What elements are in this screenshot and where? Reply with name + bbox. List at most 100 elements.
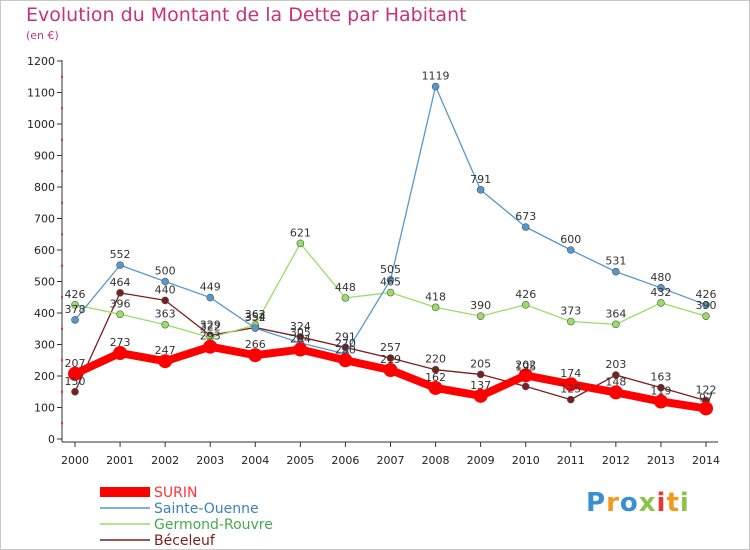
logo-letter: i (679, 488, 690, 518)
data-point (612, 320, 620, 329)
data-point (206, 293, 215, 302)
proxiti-logo: Proxiti (586, 488, 690, 518)
data-label: 449 (200, 281, 221, 294)
logo-letter: x (638, 488, 657, 518)
data-label: 531 (605, 255, 626, 268)
data-label: 247 (155, 344, 176, 357)
y-tick-label: 1100 (27, 87, 55, 100)
data-point (68, 366, 82, 381)
data-point (657, 283, 665, 292)
x-tick-label: 2006 (331, 454, 359, 467)
legend-label: Germond-Rouvre (154, 517, 273, 533)
data-label: 148 (605, 375, 626, 388)
data-label: 266 (245, 338, 266, 351)
data-point (566, 246, 575, 254)
data-point (563, 377, 578, 392)
data-label: 600 (560, 233, 581, 246)
data-point (428, 380, 443, 395)
logo-letter: P (586, 488, 607, 518)
data-point (293, 342, 308, 357)
x-tick-label: 2011 (557, 454, 585, 467)
data-point (566, 317, 575, 326)
data-label: 150 (65, 375, 86, 388)
data-point (612, 371, 620, 379)
data-point (521, 301, 530, 309)
data-label: 1119 (422, 70, 450, 83)
data-label: 440 (155, 283, 176, 296)
y-tick-label: 900 (34, 150, 55, 163)
data-label: 205 (470, 357, 491, 370)
data-point (699, 401, 713, 416)
data-label: 396 (110, 297, 131, 310)
logo-letter: t (666, 488, 680, 518)
x-tick-label: 2009 (467, 454, 495, 467)
data-point (566, 395, 575, 404)
y-tick-label: 100 (34, 402, 55, 415)
x-tick-label: 2000 (61, 454, 89, 467)
data-point (383, 363, 398, 378)
data-point (476, 186, 485, 194)
y-minor-tick (61, 201, 63, 204)
x-tick-label: 2002 (151, 454, 179, 467)
data-point (71, 301, 79, 309)
x-tick-label: 2012 (602, 454, 630, 467)
data-point (116, 310, 124, 319)
data-label: 162 (425, 371, 446, 384)
y-tick-label: 300 (34, 339, 55, 352)
y-minor-tick (61, 107, 63, 110)
data-label: 293 (200, 330, 221, 343)
y-minor-tick (61, 75, 63, 78)
data-point (657, 383, 665, 392)
x-tick-label: 2005 (286, 454, 314, 467)
data-point (161, 320, 169, 329)
data-label: 480 (650, 271, 671, 284)
data-point (203, 339, 218, 354)
data-point (158, 354, 173, 369)
data-point (248, 348, 263, 363)
x-tick-label: 2013 (647, 454, 675, 467)
data-label: 324 (290, 320, 311, 333)
data-point (612, 267, 620, 276)
data-point (341, 294, 350, 302)
data-point (476, 370, 485, 379)
data-label: 448 (335, 281, 356, 294)
data-label: 418 (425, 290, 446, 303)
data-point (521, 223, 530, 231)
data-label: 270 (335, 337, 356, 350)
x-tick-label: 2004 (241, 454, 269, 467)
y-tick-label: 600 (34, 244, 55, 257)
data-point (518, 368, 533, 383)
x-tick-label: 2003 (196, 454, 224, 467)
legend-swatch (100, 487, 150, 497)
y-tick-label: 500 (34, 276, 55, 289)
legend-label: SURIN (154, 485, 197, 501)
legend-label: Sainte-Ouenne (154, 501, 259, 517)
data-point (386, 354, 395, 362)
x-tick-label: 2008 (422, 454, 450, 467)
data-point (386, 276, 395, 284)
data-point (71, 387, 79, 396)
y-minor-tick (61, 359, 63, 362)
data-label: 791 (470, 173, 491, 186)
unit-label: (en €) (26, 29, 59, 42)
data-label: 363 (155, 308, 176, 321)
data-label: 673 (515, 210, 536, 223)
logo-text: Proxiti (586, 488, 690, 518)
data-point (386, 288, 395, 297)
chart-title: Evolution du Montant de la Dette par Hab… (26, 4, 467, 26)
x-tick-label: 2010 (512, 454, 540, 467)
y-tick-label: 700 (34, 213, 55, 226)
data-label: 250 (335, 343, 356, 356)
y-tick-label: 400 (34, 307, 55, 320)
data-label: 257 (380, 341, 401, 354)
data-label: 219 (380, 353, 401, 366)
data-label: 119 (650, 385, 671, 398)
x-tick-label: 2014 (692, 454, 720, 467)
data-point (702, 312, 710, 320)
data-label: 284 (290, 333, 311, 346)
data-point (251, 324, 260, 332)
data-label: 432 (650, 286, 671, 299)
data-label: 552 (110, 248, 131, 261)
data-label: 621 (290, 226, 311, 239)
y-tick-label: 200 (34, 370, 55, 383)
